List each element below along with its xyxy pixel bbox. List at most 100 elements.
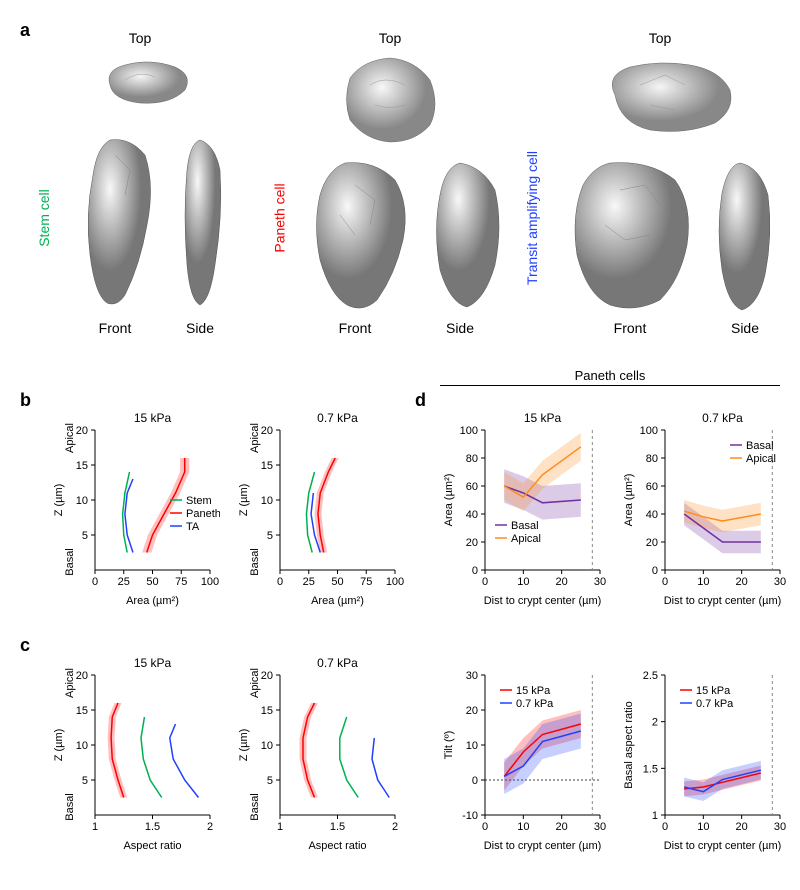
- ta-top-shape: [590, 55, 740, 140]
- view-side-label-2: Side: [430, 320, 490, 336]
- panel-d-rule: [440, 385, 780, 386]
- svg-text:Dist to crypt center (µm): Dist to crypt center (µm): [664, 595, 782, 607]
- svg-text:Apical: Apical: [64, 668, 76, 698]
- svg-text:Paneth: Paneth: [186, 508, 220, 520]
- svg-text:Area (µm²): Area (µm²): [623, 474, 635, 527]
- svg-text:0.7 kPa: 0.7 kPa: [317, 656, 358, 670]
- svg-text:50: 50: [331, 576, 343, 588]
- svg-text:10: 10: [261, 495, 273, 507]
- view-top-label-3: Top: [630, 30, 690, 46]
- svg-text:20: 20: [556, 576, 568, 588]
- svg-text:15: 15: [261, 460, 273, 472]
- panel-d-header: Paneth cells: [440, 368, 780, 383]
- stem-top-shape: [95, 55, 195, 110]
- svg-text:Apical: Apical: [249, 668, 261, 698]
- svg-text:10: 10: [76, 495, 88, 507]
- chart-d-area-15: 010203002040608010015 kPaDist to crypt c…: [440, 410, 610, 610]
- svg-text:2: 2: [652, 717, 658, 729]
- view-front-label-2: Front: [325, 320, 385, 336]
- svg-text:Stem: Stem: [186, 495, 212, 507]
- svg-text:20: 20: [736, 576, 748, 588]
- svg-text:10: 10: [261, 740, 273, 752]
- svg-text:20: 20: [466, 537, 478, 549]
- panel-d-label: d: [415, 390, 426, 411]
- view-top-label: Top: [110, 30, 170, 46]
- view-top-label-2: Top: [360, 30, 420, 46]
- view-front-label: Front: [85, 320, 145, 336]
- svg-text:0: 0: [482, 821, 488, 833]
- lower-panels: b c d Paneth cells 0255075100510152015 k…: [20, 390, 780, 870]
- svg-text:30: 30: [594, 821, 606, 833]
- svg-text:10: 10: [517, 821, 529, 833]
- svg-text:10: 10: [466, 740, 478, 752]
- svg-text:15: 15: [76, 460, 88, 472]
- svg-text:0: 0: [277, 576, 283, 588]
- chart-c-07kpa: 11.5251015200.7 kPaAspect ratioZ (µm)Api…: [235, 655, 405, 855]
- panel-a: a Top Stem cell Front Side To: [20, 20, 780, 360]
- svg-text:50: 50: [146, 576, 158, 588]
- chart-d-aspect: 010203011.522.5Dist to crypt center (µm)…: [620, 655, 790, 855]
- svg-text:Z (µm): Z (µm): [238, 729, 250, 762]
- paneth-front-shape: [305, 155, 415, 315]
- paneth-side-shape: [425, 155, 510, 315]
- svg-text:20: 20: [261, 670, 273, 682]
- view-side-label-3: Side: [715, 320, 775, 336]
- svg-text:Basal: Basal: [64, 793, 76, 821]
- svg-text:5: 5: [267, 775, 273, 787]
- svg-text:Apical: Apical: [511, 533, 541, 545]
- chart-d-tilt: 0102030-100102030Dist to crypt center (µ…: [440, 655, 610, 855]
- svg-text:1.5: 1.5: [145, 821, 160, 833]
- svg-text:1: 1: [652, 810, 658, 822]
- ta-front-shape: [565, 155, 700, 315]
- svg-text:Area (µm²): Area (µm²): [126, 595, 179, 607]
- panel-b-label: b: [20, 390, 31, 411]
- svg-text:5: 5: [82, 775, 88, 787]
- svg-text:10: 10: [697, 821, 709, 833]
- stem-cell-label: Stem cell: [36, 189, 52, 247]
- svg-text:Dist to crypt center (µm): Dist to crypt center (µm): [664, 840, 782, 852]
- svg-text:0: 0: [662, 576, 668, 588]
- paneth-cell-label: Paneth cell: [272, 183, 288, 252]
- figure: a Top Stem cell Front Side To: [20, 20, 780, 870]
- svg-text:Basal: Basal: [249, 548, 261, 576]
- svg-text:20: 20: [76, 425, 88, 437]
- panel-c-label: c: [20, 635, 30, 656]
- svg-text:Area (µm²): Area (µm²): [443, 474, 455, 527]
- svg-text:60: 60: [466, 481, 478, 493]
- svg-text:30: 30: [466, 670, 478, 682]
- svg-text:15 kPa: 15 kPa: [524, 411, 562, 425]
- svg-text:0.7 kPa: 0.7 kPa: [317, 411, 358, 425]
- svg-text:Apical: Apical: [64, 423, 76, 453]
- svg-text:40: 40: [646, 509, 658, 521]
- paneth-top-shape: [335, 50, 445, 150]
- svg-text:0: 0: [652, 565, 658, 577]
- svg-text:Tilt (º): Tilt (º): [443, 731, 455, 760]
- cell-group-ta: Top Transit amplifying cell Front Side: [530, 20, 780, 350]
- svg-text:30: 30: [594, 576, 606, 588]
- svg-text:-10: -10: [462, 810, 478, 822]
- svg-text:100: 100: [201, 576, 219, 588]
- panel-a-label: a: [20, 20, 30, 41]
- view-side-label: Side: [170, 320, 230, 336]
- svg-text:25: 25: [118, 576, 130, 588]
- svg-text:0: 0: [472, 565, 478, 577]
- svg-text:40: 40: [466, 509, 478, 521]
- svg-text:75: 75: [175, 576, 187, 588]
- svg-text:2: 2: [392, 821, 398, 833]
- svg-text:25: 25: [303, 576, 315, 588]
- svg-text:1: 1: [92, 821, 98, 833]
- svg-text:TA: TA: [186, 521, 200, 533]
- svg-text:15 kPa: 15 kPa: [134, 411, 172, 425]
- svg-text:2: 2: [207, 821, 213, 833]
- svg-text:20: 20: [261, 425, 273, 437]
- svg-text:30: 30: [774, 576, 786, 588]
- stem-front-shape: [75, 135, 160, 310]
- chart-d-area-07: 01020300204060801000.7 kPaDist to crypt …: [620, 410, 790, 610]
- svg-text:15: 15: [261, 705, 273, 717]
- svg-text:Dist to crypt center (µm): Dist to crypt center (µm): [484, 840, 602, 852]
- svg-text:Basal: Basal: [249, 793, 261, 821]
- svg-text:100: 100: [460, 425, 478, 437]
- ta-cell-label: Transit amplifying cell: [524, 151, 540, 285]
- stem-side-shape: [175, 135, 230, 310]
- svg-text:1.5: 1.5: [643, 763, 658, 775]
